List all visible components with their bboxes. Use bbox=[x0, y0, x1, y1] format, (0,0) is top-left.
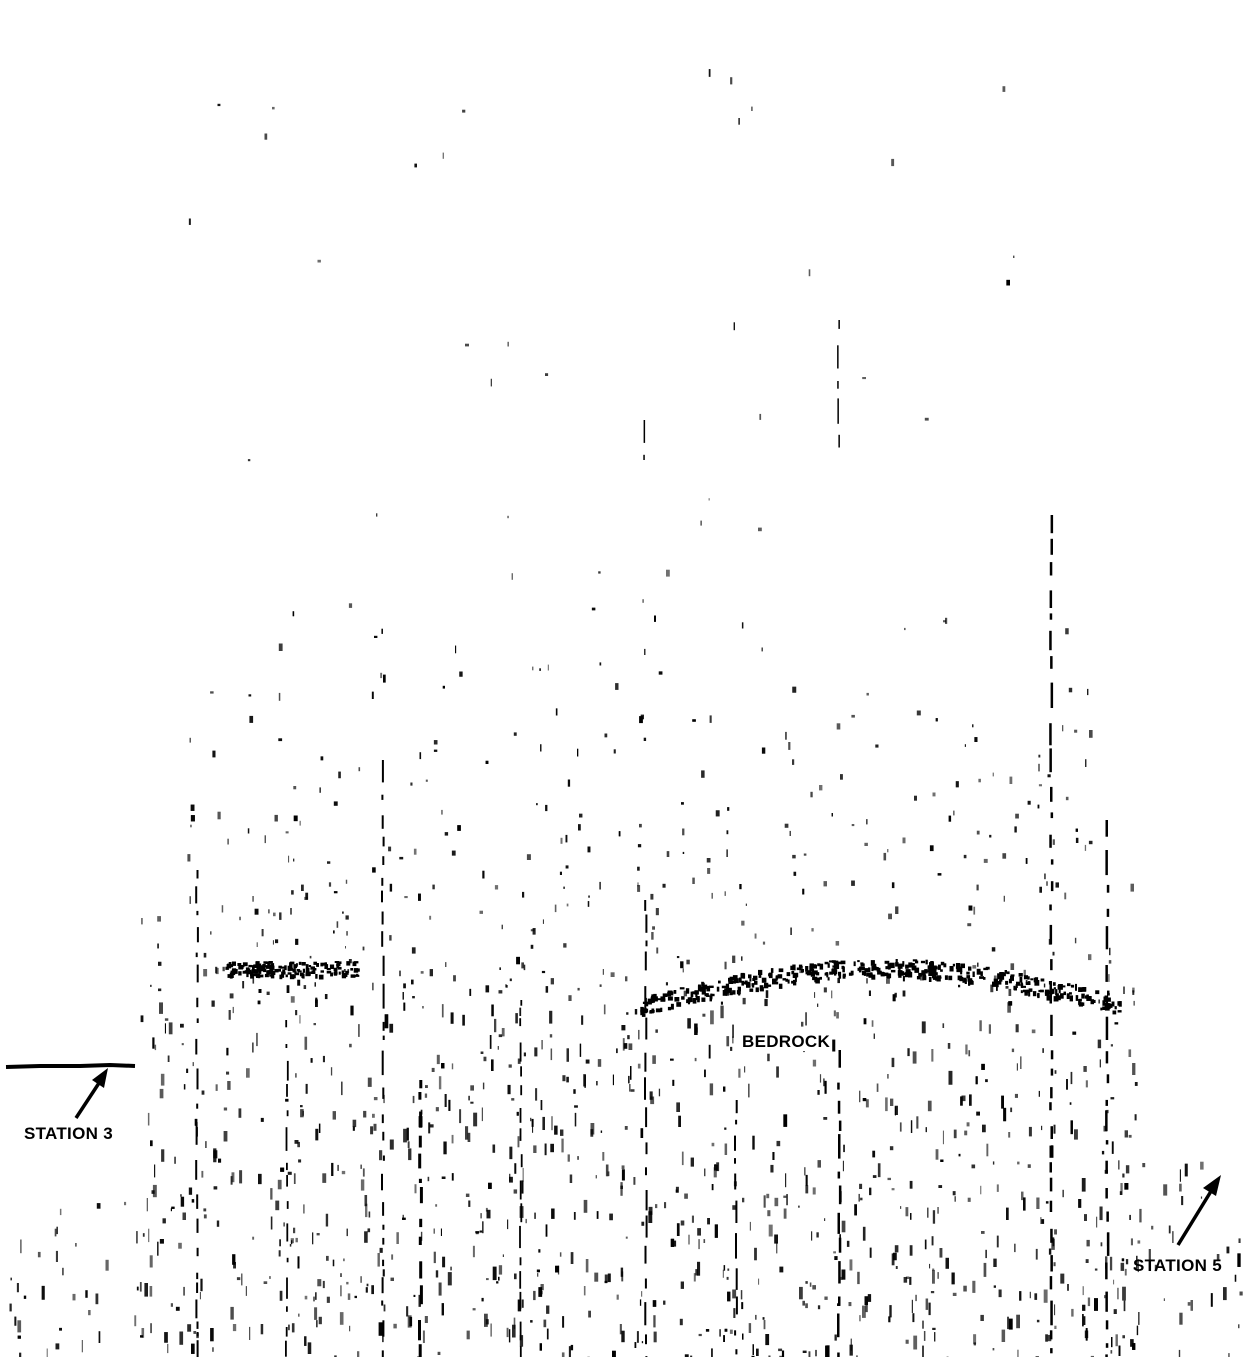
station-5-label: STATION 5 bbox=[1133, 1256, 1222, 1275]
station-3-label: STATION 3 bbox=[24, 1124, 113, 1143]
station-5-arrow bbox=[1176, 1175, 1221, 1246]
station-3-surface-line bbox=[5, 1062, 136, 1069]
vertical-streak-layer bbox=[195, 320, 1110, 1357]
station-3-arrow bbox=[74, 1068, 108, 1119]
bedrock-label: BEDROCK bbox=[740, 1032, 833, 1051]
reflection-speckle-layer bbox=[9, 69, 1243, 1357]
